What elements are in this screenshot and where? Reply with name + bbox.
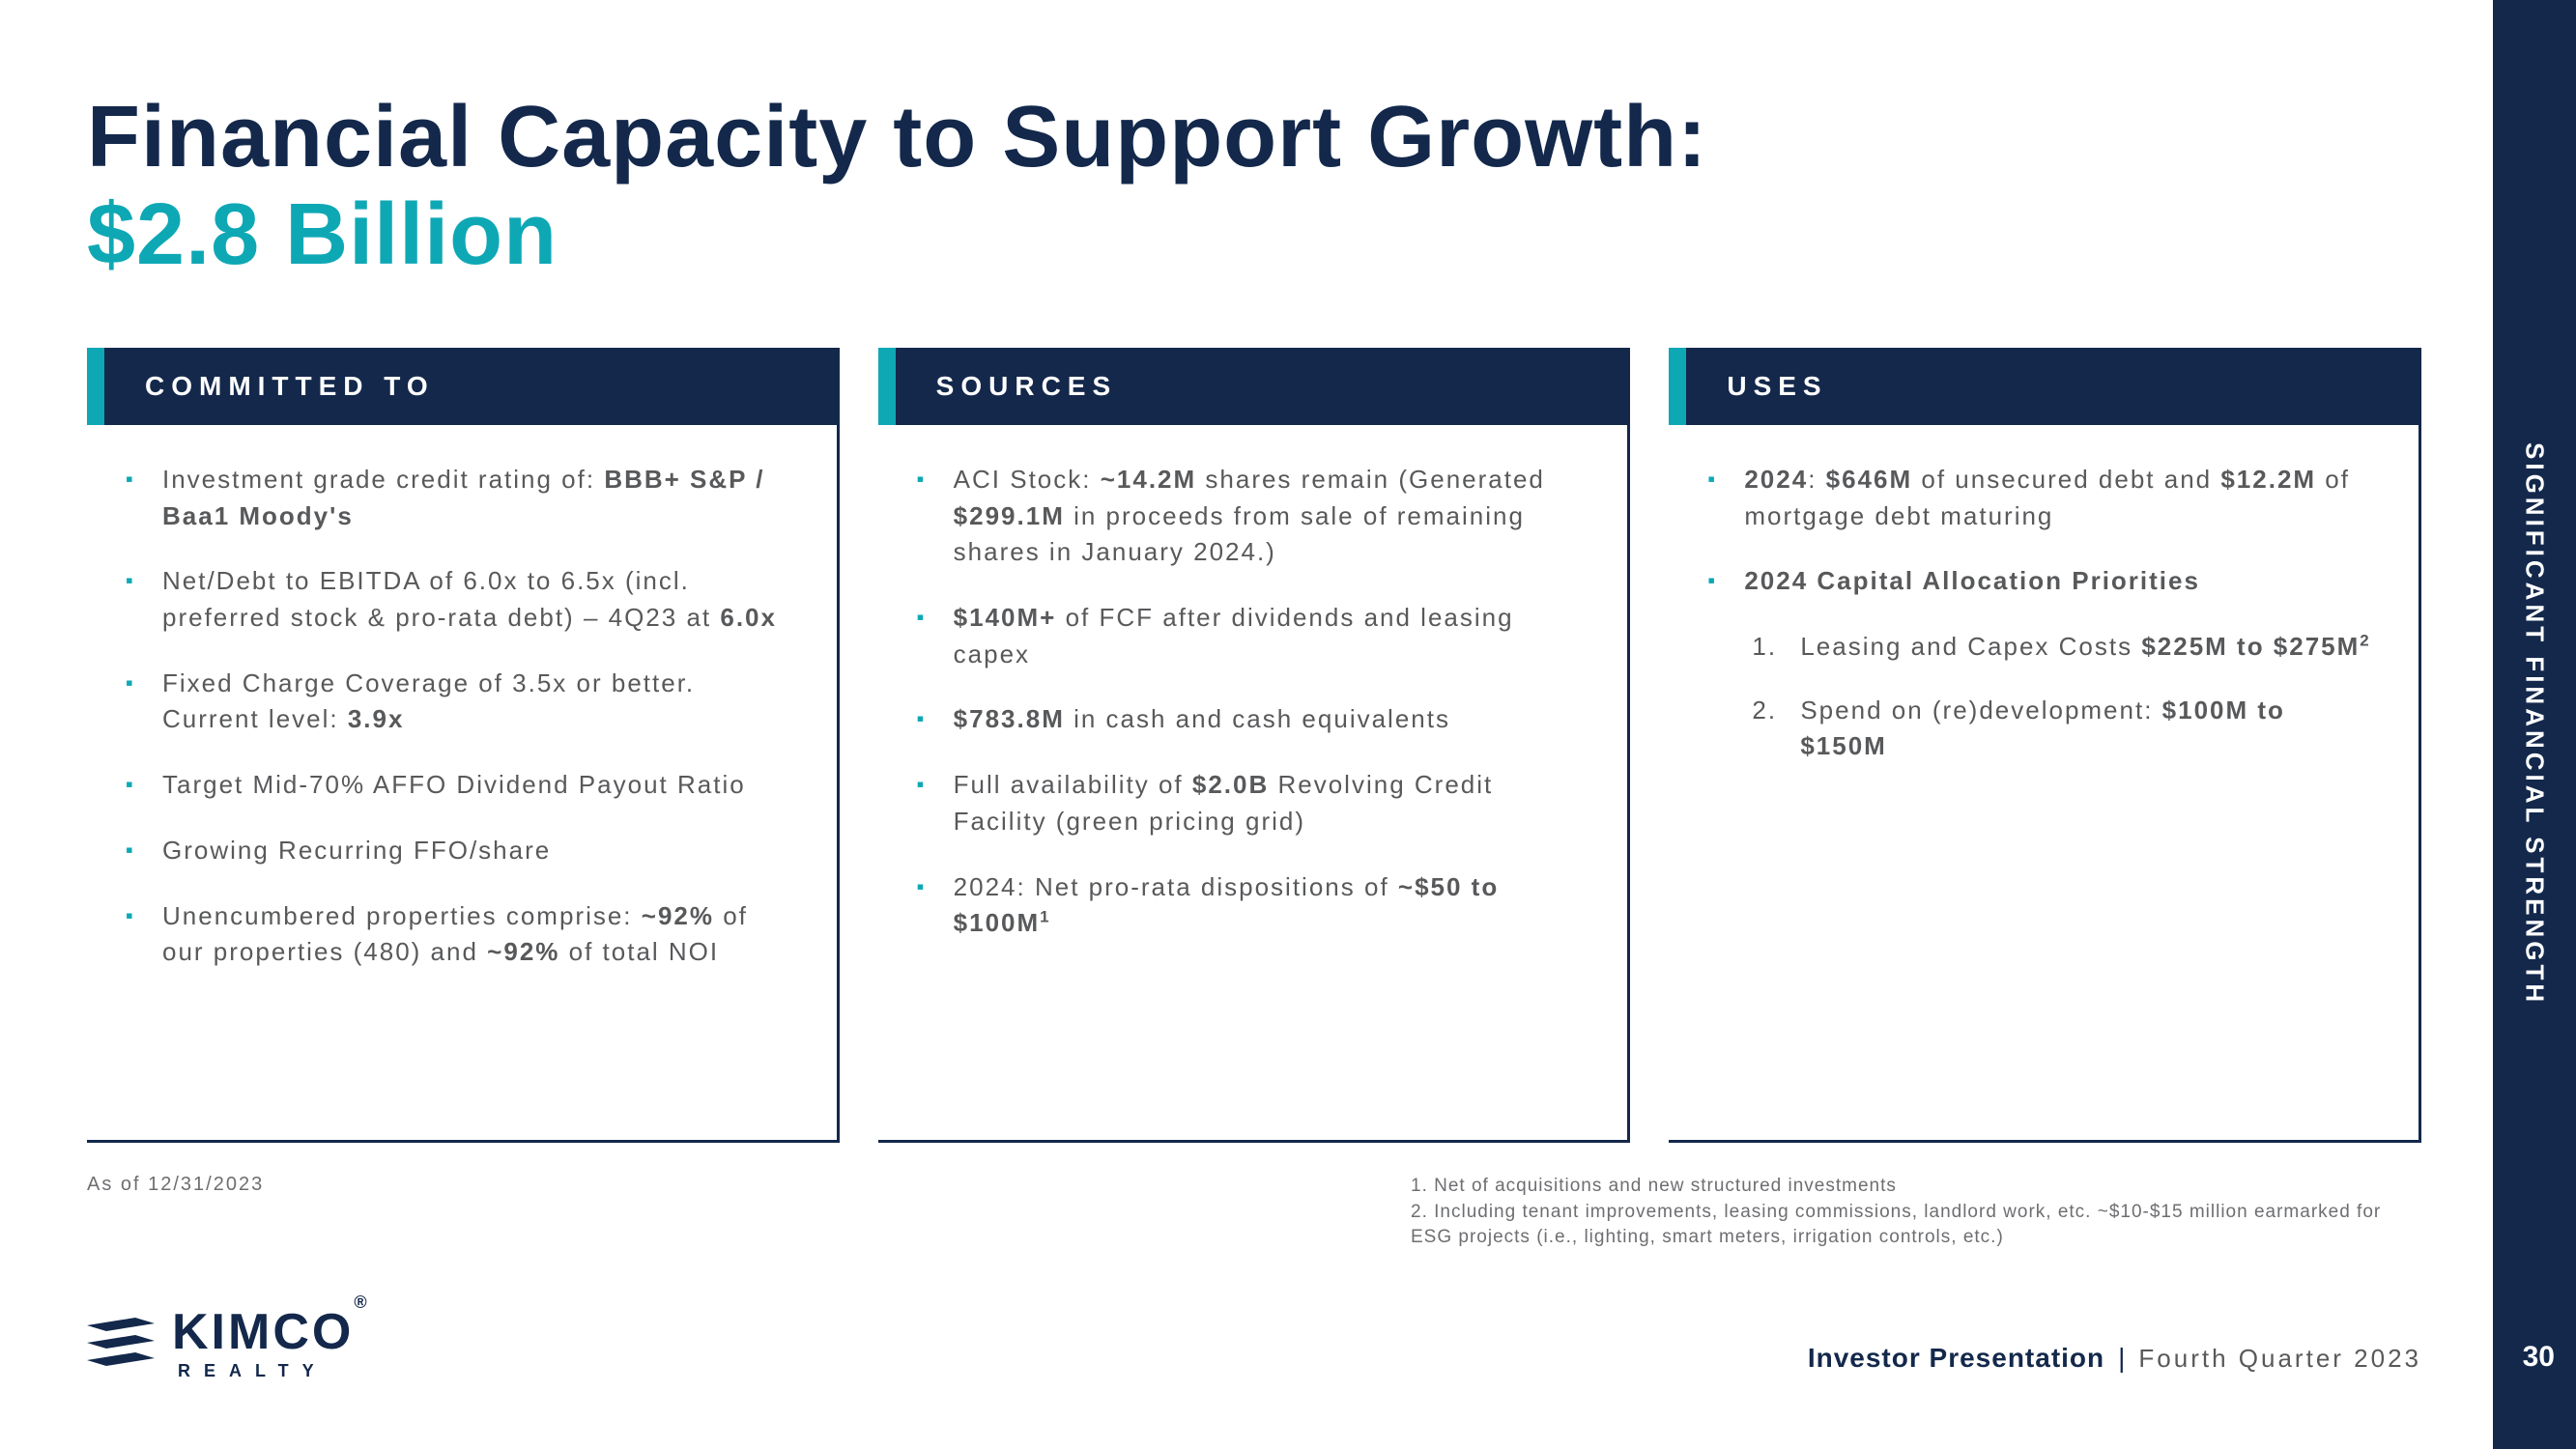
footer-separator: | xyxy=(2118,1343,2125,1374)
numbered-item: Spend on (re)development: $100M to $150M xyxy=(1752,693,2380,765)
footnotes: 1. Net of acquisitions and new structure… xyxy=(1411,1174,2421,1251)
bullet-item: Fixed Charge Coverage of 3.5x or better.… xyxy=(126,666,798,738)
bullet-list: Investment grade credit rating of: BBB+ … xyxy=(126,462,798,971)
bullet-item: $140M+ of FCF after dividends and leasin… xyxy=(917,600,1589,672)
numbered-list: Leasing and Capex Costs $225M to $275M2 … xyxy=(1707,629,2380,765)
bullet-list: 2024: $646M of unsecured debt and $12.2M… xyxy=(1707,462,2380,600)
column-body: ACI Stock: ~14.2M shares remain (Generat… xyxy=(878,425,1628,1140)
footnote-1: 1. Net of acquisitions and new structure… xyxy=(1411,1174,2421,1200)
bullet-item: 2024: $646M of unsecured debt and $12.2M… xyxy=(1707,462,2380,534)
bullet-item: 2024 Capital Allocation Priorities xyxy=(1707,563,2380,600)
title-line-1: Financial Capacity to Support Growth: xyxy=(87,92,2421,184)
logo-main: KIMCO® xyxy=(172,1307,370,1357)
registered-icon: ® xyxy=(354,1293,369,1312)
column-body: Investment grade credit rating of: BBB+ … xyxy=(87,425,837,1140)
logo-icon xyxy=(87,1318,155,1372)
bullet-item: $783.8M in cash and cash equivalents xyxy=(917,701,1589,738)
column-header: USES xyxy=(1669,348,2419,425)
column-header: COMMITTED TO xyxy=(87,348,837,425)
footer-presentation: Investor Presentation xyxy=(1808,1343,2104,1374)
bullet-item: Investment grade credit rating of: BBB+ … xyxy=(126,462,798,534)
logo-sub: REALTY xyxy=(172,1361,370,1381)
bullet-item: 2024: Net pro-rata dispositions of ~$50 … xyxy=(917,869,1589,942)
title-line-2: $2.8 Billion xyxy=(87,189,2421,281)
column-uses: USES 2024: $646M of unsecured debt and $… xyxy=(1669,348,2421,1143)
bullet-item: Unencumbered properties comprise: ~92% o… xyxy=(126,898,798,971)
bullet-item: ACI Stock: ~14.2M shares remain (Generat… xyxy=(917,462,1589,571)
column-header-text: COMMITTED TO xyxy=(145,371,435,402)
bullet-item: Target Mid-70% AFFO Dividend Payout Rati… xyxy=(126,767,798,804)
bullet-item: Growing Recurring FFO/share xyxy=(126,833,798,869)
sidebar-label: SIGNIFICANT FINANCIAL STRENGTH xyxy=(2520,442,2550,1006)
page-number: 30 xyxy=(2523,1341,2555,1374)
content-area: Financial Capacity to Support Growth: $2… xyxy=(87,92,2421,1143)
bullet-item: Net/Debt to EBITDA of 6.0x to 6.5x (incl… xyxy=(126,563,798,636)
logo-text: KIMCO® REALTY xyxy=(172,1307,370,1381)
column-body: 2024: $646M of unsecured debt and $12.2M… xyxy=(1669,425,2419,1140)
slide: SIGNIFICANT FINANCIAL STRENGTH Financial… xyxy=(0,0,2576,1449)
column-header-text: SOURCES xyxy=(936,371,1117,402)
column-committed: COMMITTED TO Investment grade credit rat… xyxy=(87,348,840,1143)
column-header-text: USES xyxy=(1727,371,1827,402)
bullet-item: Full availability of $2.0B Revolving Cre… xyxy=(917,767,1589,839)
bullet-list: ACI Stock: ~14.2M shares remain (Generat… xyxy=(917,462,1589,942)
columns-row: COMMITTED TO Investment grade credit rat… xyxy=(87,348,2421,1143)
numbered-item: Leasing and Capex Costs $225M to $275M2 xyxy=(1752,629,2380,666)
footnote-2: 2. Including tenant improvements, leasin… xyxy=(1411,1200,2421,1251)
logo: KIMCO® REALTY xyxy=(87,1307,370,1381)
right-sidebar: SIGNIFICANT FINANCIAL STRENGTH xyxy=(2493,0,2576,1449)
footer-right: Investor Presentation | Fourth Quarter 2… xyxy=(1808,1343,2421,1374)
column-header: SOURCES xyxy=(878,348,1628,425)
as-of-date: As of 12/31/2023 xyxy=(87,1174,264,1196)
column-sources: SOURCES ACI Stock: ~14.2M shares remain … xyxy=(878,348,1631,1143)
footer-quarter: Fourth Quarter 2023 xyxy=(2138,1344,2421,1374)
